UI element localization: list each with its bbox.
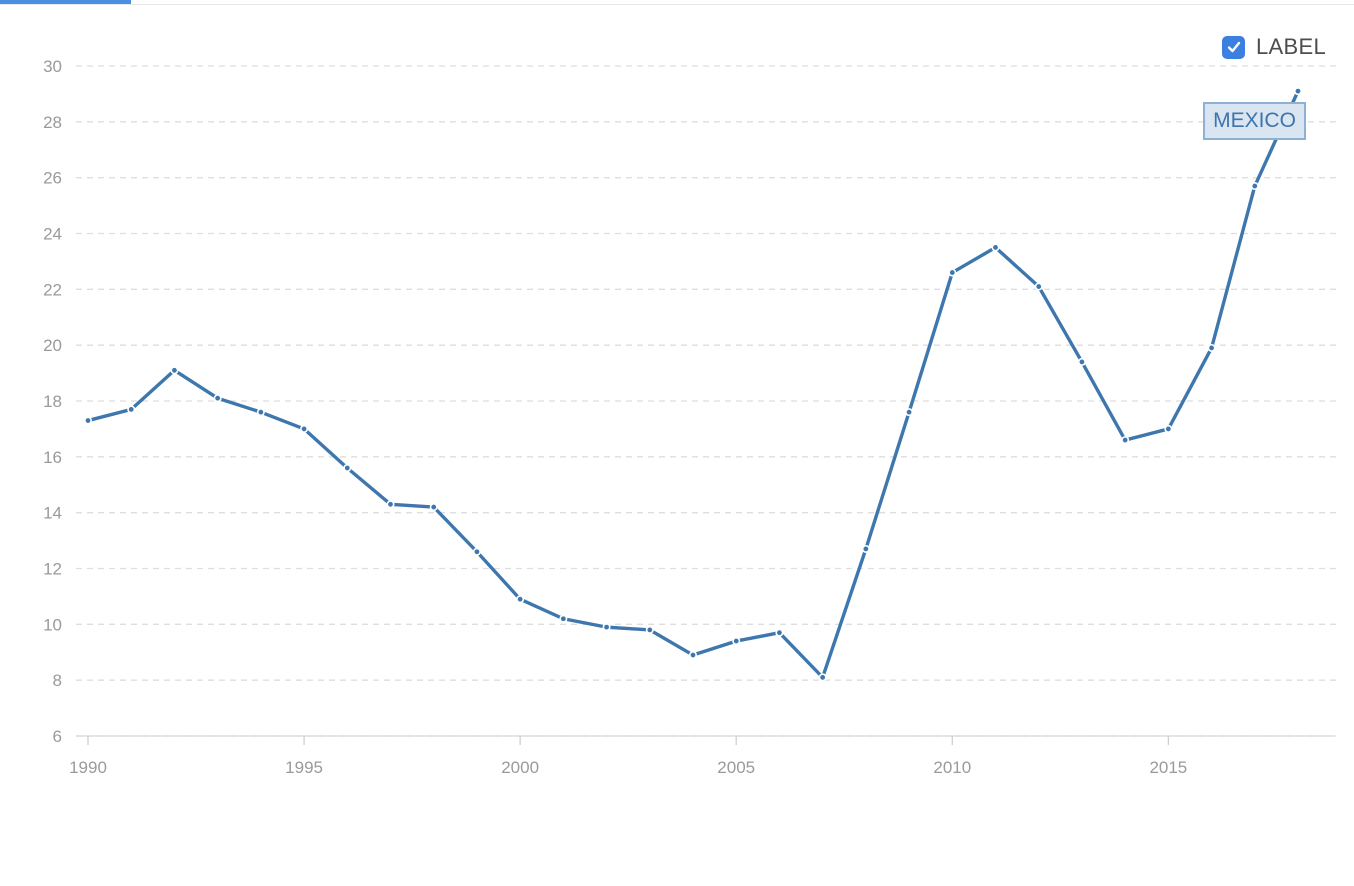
checkmark-icon [1227,41,1240,53]
data-point[interactable] [861,544,870,553]
data-point[interactable] [1121,436,1130,445]
data-point[interactable] [127,405,136,414]
data-point[interactable] [1250,182,1259,191]
y-tick-label: 12 [43,560,62,579]
top-tab-indicator [0,0,131,4]
y-axis: 6 8 10 12 14 16 18 20 22 24 26 28 30 [43,57,62,746]
x-tick-label: 2005 [717,758,755,777]
y-tick-label: 14 [43,504,62,523]
data-point[interactable] [84,416,93,425]
data-point[interactable] [1164,424,1173,433]
data-point[interactable] [602,623,611,632]
data-point[interactable] [429,503,438,512]
y-tick-label: 16 [43,448,62,467]
x-tick-label: 2015 [1149,758,1187,777]
y-tick-label: 8 [53,671,62,690]
data-point[interactable] [905,408,914,417]
data-point[interactable] [472,547,481,556]
data-point[interactable] [1034,282,1043,291]
data-point[interactable] [1294,87,1303,96]
data-point[interactable] [516,595,525,604]
data-point[interactable] [688,651,697,660]
data-point[interactable] [213,394,222,403]
data-point[interactable] [170,366,179,375]
y-tick-label: 22 [43,280,62,299]
x-tick-label: 2000 [501,758,539,777]
data-point[interactable] [991,243,1000,252]
series-line-mexico[interactable] [86,89,1300,680]
data-point[interactable] [343,463,352,472]
data-point[interactable] [818,673,827,682]
data-point[interactable] [1207,343,1216,352]
y-tick-label: 24 [43,225,62,244]
y-tick-label: 18 [43,392,62,411]
legend-label: LABEL [1256,34,1326,59]
data-point[interactable] [645,625,654,634]
data-point[interactable] [559,614,568,623]
y-tick-label: 10 [43,615,62,634]
data-point[interactable] [775,628,784,637]
data-point[interactable] [300,424,309,433]
top-divider [0,4,1354,5]
x-tick-label: 2010 [933,758,971,777]
data-point[interactable] [1077,357,1086,366]
data-point[interactable] [256,408,265,417]
x-tick-label: 1995 [285,758,323,777]
series-mexico[interactable] [84,87,1303,682]
x-tick-label: 1990 [69,758,107,777]
data-point[interactable] [948,268,957,277]
y-tick-label: 30 [43,57,62,76]
legend-toggle[interactable]: LABEL [1222,34,1326,60]
data-point[interactable] [386,500,395,509]
y-tick-label: 6 [53,727,62,746]
legend-checkbox[interactable] [1222,35,1245,59]
series-label-mexico: MEXICO [1203,102,1306,140]
y-tick-label: 28 [43,113,62,132]
grid [76,65,1336,737]
y-tick-label: 20 [43,336,62,355]
data-point[interactable] [732,637,741,646]
y-tick-label: 26 [43,169,62,188]
x-axis: 1990 1995 2000 2005 2010 2015 [69,735,1332,777]
